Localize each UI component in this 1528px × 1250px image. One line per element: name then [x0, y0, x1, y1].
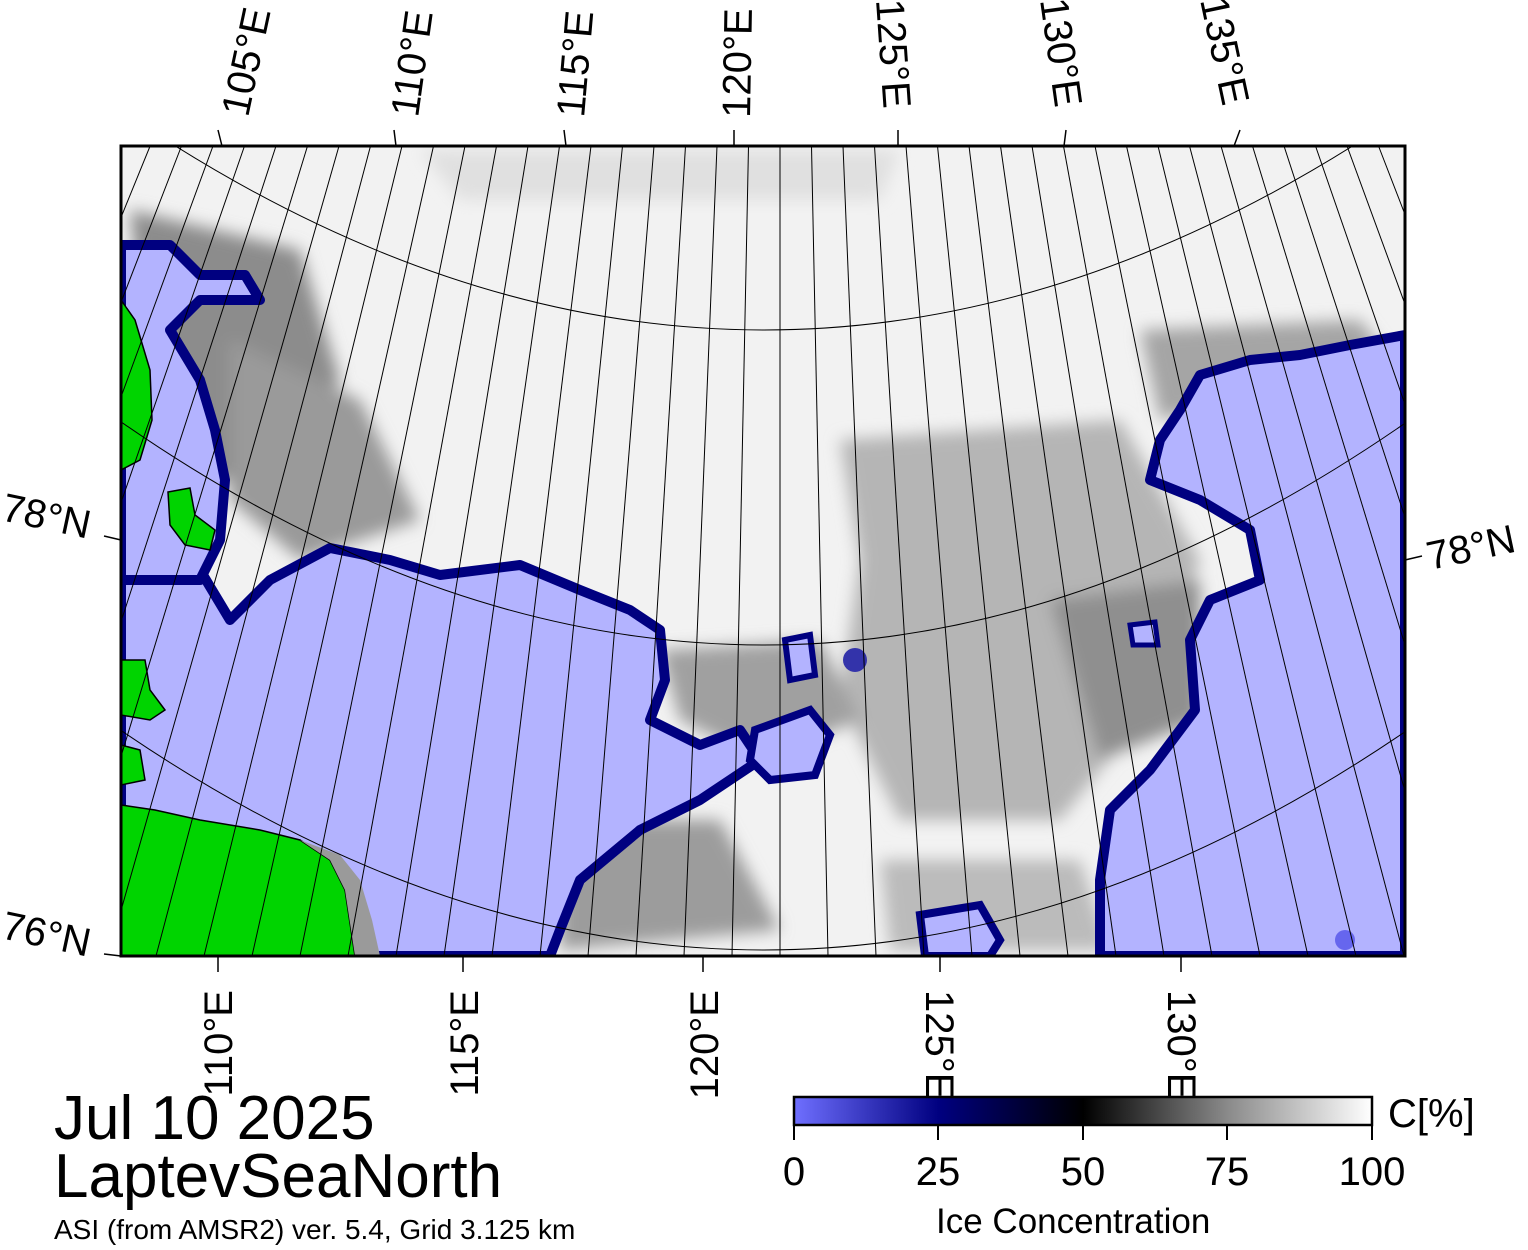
open-water-northwest [121, 240, 265, 585]
meridian-line [1252, 146, 1405, 647]
lon-label-top: 110°E [383, 8, 441, 120]
meridian-line [1157, 146, 1357, 956]
meridian-line [731, 146, 749, 956]
meridian-line [635, 146, 686, 956]
land-island-2 [121, 659, 167, 721]
meridian-line [0, 146, 24, 956]
map-product-info: ASI (from AMSR2) ver. 5.4, Grid 3.125 km [54, 1214, 576, 1245]
lon-label-top: 130°E [1031, 0, 1090, 110]
meridian-line [842, 146, 877, 956]
polynya-center [745, 705, 835, 785]
lon-label-top: 125°E [867, 0, 919, 110]
lat-label-left: 78°N [0, 486, 95, 548]
meridian-line [811, 146, 829, 956]
lon-label-bottom: 115°E [443, 990, 487, 1096]
polynya-east [1127, 619, 1161, 648]
meridian-line [203, 146, 403, 956]
colorbar [792, 1095, 1374, 1127]
polynya-dot-east [1335, 930, 1355, 950]
meridian-line [155, 146, 371, 956]
lon-label-top: 115°E [549, 9, 602, 119]
polynya-dot [843, 648, 867, 672]
colorbar-unit: C[%] [1388, 1092, 1475, 1136]
colorbar-tick-label: 75 [1204, 1150, 1250, 1194]
graticule [121, 146, 1405, 951]
meridian-line [1283, 146, 1405, 519]
meridian-line [121, 146, 214, 399]
meridians [0, 146, 1405, 956]
meridian-line [121, 146, 308, 759]
colorbar-tick-label: 100 [1338, 1150, 1406, 1194]
meridian-line [1094, 146, 1261, 956]
lat-label-right: 78°N [1423, 517, 1520, 579]
meridian-line [0, 146, 119, 956]
meridian-line [1031, 146, 1165, 956]
meridian-line [1315, 146, 1405, 406]
lon-label-top: 105°E [214, 4, 280, 120]
meridian-line [121, 146, 340, 913]
map-region-name: LaptevSeaNorth [54, 1142, 503, 1211]
polynya-south [915, 900, 1005, 956]
lon-label-bottom: 110°E [197, 990, 241, 1096]
meridian-line [0, 146, 87, 956]
meridian-line [299, 146, 466, 956]
meridian-line [347, 146, 497, 956]
meridian-line [874, 146, 925, 956]
meridian-line [539, 146, 623, 956]
land-island-3 [121, 744, 146, 786]
lon-label-bottom: 125°E [917, 990, 961, 1099]
colorbar-tick-label: 0 [782, 1150, 806, 1194]
lon-label-bottom: 130°E [1159, 990, 1203, 1099]
colorbar-ticks [793, 1125, 1373, 1140]
coastal-shelf [300, 840, 380, 956]
meridian-line [1189, 146, 1405, 956]
frame-ticks [103, 129, 1423, 972]
meridian-line [905, 146, 973, 956]
colorbar-tick-label: 25 [915, 1150, 961, 1194]
meridian-line [937, 146, 1021, 956]
map-date: Jul 10 2025 [54, 1084, 375, 1153]
lat-label-left: 76°N [0, 904, 95, 966]
map-area [0, 146, 1405, 956]
meridian-line [443, 146, 560, 956]
colorbar-title: Ice Concentration [936, 1202, 1211, 1241]
meridian-line [1220, 146, 1405, 794]
meridian-line [251, 146, 434, 956]
meridian-line [683, 146, 718, 956]
meridian-line [587, 146, 655, 956]
meridian-line [0, 146, 56, 956]
meridian-line [121, 146, 245, 505]
lon-label-bottom: 120°E [683, 990, 727, 1099]
meridian-line [121, 146, 277, 624]
open-water-east [1095, 330, 1405, 956]
polynya-north [781, 631, 819, 684]
meridian-line [395, 146, 529, 956]
colorbar-tick-label: 50 [1060, 1150, 1106, 1194]
meridian-line [491, 146, 592, 956]
lon-label-top: 135°E [1191, 0, 1257, 109]
lon-label-top: 120°E [715, 8, 761, 118]
meridian-line [121, 146, 182, 304]
meridian-line [1063, 146, 1213, 956]
meridian-line [1126, 146, 1309, 956]
land-island-1 [167, 487, 216, 551]
meridian-line [968, 146, 1069, 956]
map-frame [119, 144, 1407, 958]
meridian-line [1000, 146, 1117, 956]
meridian-line [1346, 146, 1405, 306]
